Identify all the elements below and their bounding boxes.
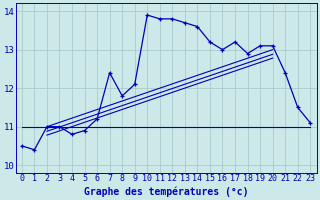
X-axis label: Graphe des températures (°c): Graphe des températures (°c) bbox=[84, 186, 248, 197]
